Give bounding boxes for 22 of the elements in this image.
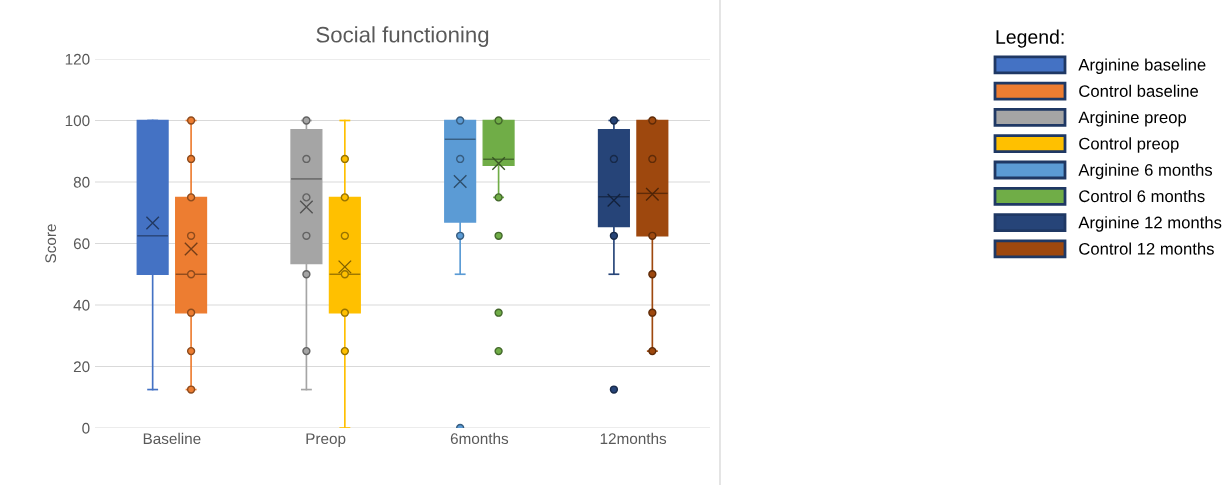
legend-label: Control 12 months — [1079, 242, 1214, 255]
legend-label: Control 6 months — [1079, 189, 1205, 203]
x-tick-label: 6months — [450, 432, 509, 445]
y-axis-title: Score — [45, 224, 57, 263]
legend-label: Arginine 6 months — [1078, 163, 1213, 180]
y-tick-label: 100 — [65, 115, 90, 127]
legend-label: Control preop — [1079, 137, 1179, 153]
legend-label: Arginine preop — [1078, 111, 1187, 127]
legend-label: Control baseline — [1079, 84, 1199, 97]
legend-title: Legend: — [996, 29, 1064, 48]
chart-title: Social functioning — [316, 26, 489, 47]
y-tick-label: 120 — [65, 53, 90, 65]
y-tick-label: 80 — [73, 176, 90, 188]
legend-label: Arginine 12 months — [1078, 216, 1222, 232]
y-tick-label: 40 — [73, 299, 90, 311]
y-tick-label: 60 — [73, 238, 90, 250]
y-tick-label: 0 — [82, 422, 90, 434]
x-tick-label: Preop — [306, 433, 346, 448]
x-tick-label: Baseline — [143, 432, 201, 445]
legend-label: Arginine baseline — [1078, 58, 1206, 74]
y-tick-label: 20 — [73, 361, 90, 373]
x-tick-label: 12months — [600, 432, 667, 445]
